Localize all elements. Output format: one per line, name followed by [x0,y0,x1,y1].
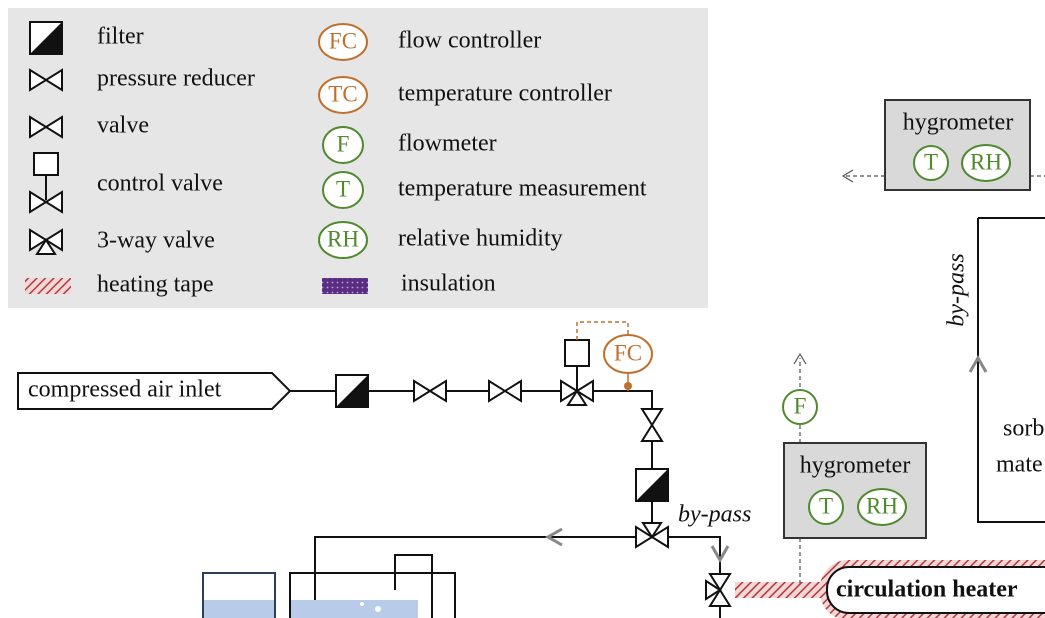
fc-label: FC [614,340,642,365]
legend-label: relative humidity [398,226,563,252]
rh-instrument [857,488,907,526]
f-symbol [322,126,364,164]
t-instrument [808,489,844,525]
bypass-label: by-pass [944,253,970,326]
t-label: T [819,493,833,518]
hygrometer-box [884,99,1031,191]
flow-arrow [710,545,730,564]
hygrometer-title: hygrometer [800,453,911,479]
legend-label: filter [97,24,144,50]
legend-label: control valve [97,171,223,197]
legend-label: insulation [401,271,496,297]
flow-arrow [544,527,563,547]
rh-label: RH [866,493,898,518]
signal-line [576,321,629,340]
vessels [202,554,456,618]
f-code: F [337,131,350,156]
control-valve-symbol [29,152,63,213]
fc-symbol [318,23,368,61]
filter [635,468,669,502]
reducer [413,380,447,402]
flow-arrow [968,354,988,373]
legend-label: valve [97,113,149,139]
valve [641,408,663,442]
tc-code: TC [328,81,357,106]
insulation-symbol [322,278,368,294]
3way-valve [635,522,669,548]
legend-label: heating tape [97,272,214,298]
t-code: T [336,176,350,201]
arrow [793,352,807,365]
flowmeter [782,389,818,425]
sorbent-label: sorb [1003,416,1044,442]
tc-symbol [318,76,368,114]
fc-code: FC [329,28,357,53]
actuator [564,339,590,367]
filter-symbol [29,21,63,55]
heater-label: circulation heater [836,577,1018,603]
hygrometer-box [783,442,927,539]
legend-label: 3-way valve [97,228,215,254]
heating-tape [735,582,827,598]
heating-tape-symbol [25,278,71,294]
arrow [841,169,854,183]
legend-label: flow controller [398,28,541,54]
legend-label: temperature measurement [398,176,647,202]
inlet-label: compressed air inlet [28,377,222,403]
t-symbol [322,171,364,209]
legend-label: flowmeter [398,131,497,157]
valve [488,380,522,402]
inlet-box [17,372,292,410]
sensor-dot [624,382,632,390]
sorbent-label: mate [996,452,1043,478]
rh-instrument [961,144,1011,182]
fc-instrument [603,334,653,374]
legend-label: temperature controller [398,81,612,107]
legend-label: pressure reducer [97,66,255,92]
bypass-label: by-pass [678,502,751,528]
t-label: T [924,149,938,174]
rh-label: RH [970,149,1002,174]
3way-valve [705,573,731,607]
hygrometer-title: hygrometer [903,110,1014,136]
rh-code: RH [327,226,359,251]
rh-symbol [318,221,368,259]
flowmeter-label: F [794,393,807,418]
filter [335,374,369,408]
t-instrument [913,145,949,181]
heater-box [826,566,1045,614]
